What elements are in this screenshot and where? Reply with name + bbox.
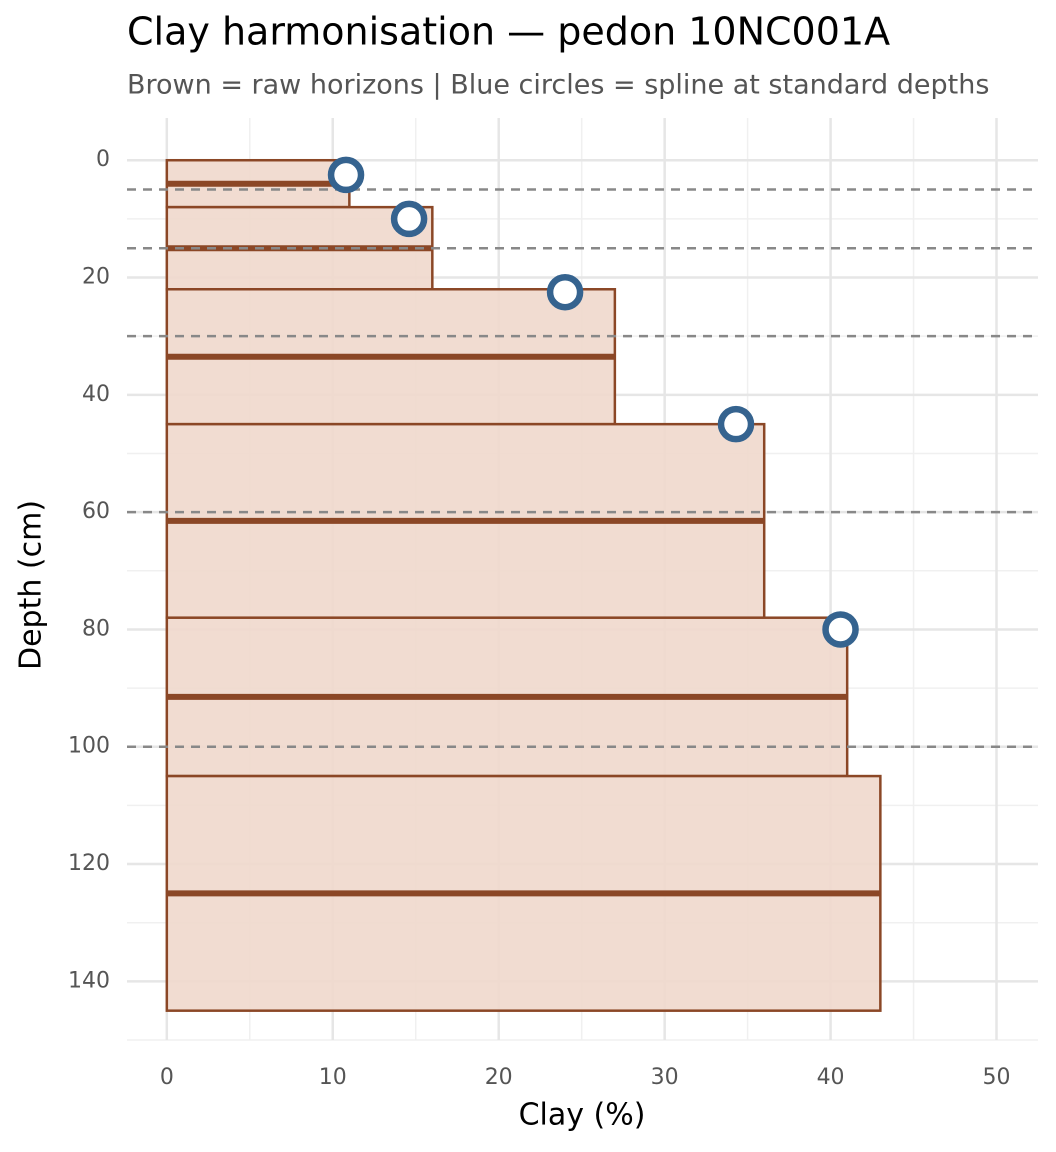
chart-subtitle: Brown = raw horizons | Blue circles = sp… — [127, 70, 989, 101]
x-axis-title: Clay (%) — [519, 1098, 646, 1133]
y-tick-label: 0 — [96, 147, 110, 172]
spline-point — [546, 273, 584, 311]
spline-point — [822, 611, 859, 648]
y-tick-label: 80 — [82, 616, 110, 641]
spline-point — [717, 405, 755, 443]
spline-point — [390, 200, 428, 238]
y-tick-label: 120 — [68, 851, 110, 876]
spline-point — [327, 156, 365, 194]
x-tick-label: 10 — [319, 1065, 347, 1090]
y-tick-label: 140 — [68, 968, 110, 993]
x-tick-label: 20 — [485, 1065, 513, 1090]
y-tick-label: 40 — [82, 382, 110, 407]
x-tick-label: 0 — [160, 1065, 174, 1090]
x-tick-label: 40 — [817, 1065, 845, 1090]
y-tick-label: 20 — [82, 265, 110, 290]
x-tick-label: 50 — [983, 1065, 1011, 1090]
y-tick-label: 60 — [82, 499, 110, 524]
y-axis-title: Depth (cm) — [14, 500, 49, 670]
y-tick-label: 100 — [68, 734, 110, 759]
chart-title: Clay harmonisation — pedon 10NC001A — [127, 10, 890, 54]
x-tick-label: 30 — [651, 1065, 679, 1090]
